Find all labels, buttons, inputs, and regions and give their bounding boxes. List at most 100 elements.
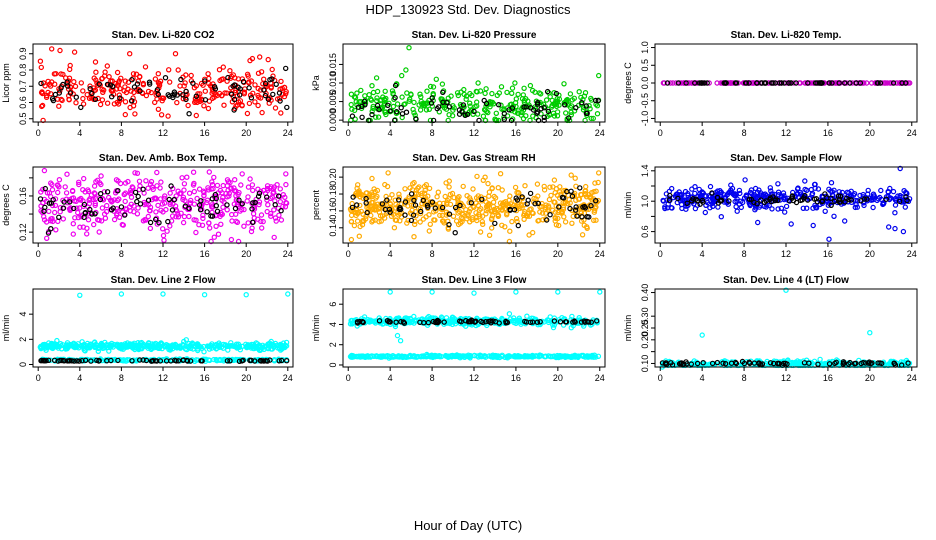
data-point	[256, 201, 262, 208]
data-point	[177, 83, 183, 89]
data-point	[249, 225, 255, 231]
data-point	[155, 202, 161, 209]
data-point	[129, 76, 135, 83]
data-point	[73, 94, 80, 100]
data-point	[523, 113, 529, 119]
data-point	[248, 228, 255, 235]
data-point	[788, 221, 794, 227]
data-point	[147, 204, 154, 210]
data-point	[566, 115, 572, 121]
y-tick-label: 4	[18, 312, 28, 317]
data-point	[525, 98, 531, 104]
data-point	[81, 201, 88, 208]
data-point	[169, 213, 176, 219]
data-point	[99, 205, 106, 211]
data-point	[198, 198, 204, 204]
data-point	[227, 75, 234, 81]
data-point	[221, 102, 227, 108]
data-point	[255, 85, 261, 92]
data-point	[48, 216, 54, 222]
data-point	[587, 106, 593, 112]
data-point	[842, 80, 848, 86]
data-point	[234, 197, 240, 203]
data-point	[120, 222, 127, 228]
data-point	[229, 218, 235, 224]
data-point	[390, 103, 397, 110]
data-point	[77, 224, 83, 230]
data-point	[495, 184, 501, 191]
data-point	[209, 179, 215, 185]
data-point	[53, 227, 59, 233]
data-point	[270, 91, 276, 98]
data-point	[200, 215, 206, 222]
data-point	[232, 211, 239, 217]
data-series	[38, 167, 290, 245]
data-point	[99, 75, 106, 82]
data-point	[170, 92, 176, 98]
y-axis-label: degrees C	[1, 184, 11, 226]
data-point	[279, 91, 286, 97]
data-point	[369, 82, 375, 89]
data-point	[90, 196, 96, 203]
x-tick-label: 0	[658, 128, 663, 138]
data-point	[115, 187, 121, 194]
x-tick-label: 12	[158, 373, 168, 383]
data-point	[143, 92, 150, 99]
data-point	[199, 222, 206, 228]
data-point	[359, 103, 365, 110]
x-tick-label: 8	[119, 373, 124, 383]
data-point	[905, 80, 912, 86]
data-point	[446, 111, 452, 118]
data-point	[67, 205, 74, 211]
data-point	[775, 181, 781, 187]
data-point	[193, 93, 199, 99]
data-point	[56, 90, 63, 96]
data-point	[368, 97, 375, 103]
data-point	[166, 79, 173, 85]
data-point	[276, 193, 282, 199]
x-tick-label: 16	[511, 373, 521, 383]
data-point	[248, 78, 255, 84]
data-point	[214, 182, 221, 189]
data-point	[280, 203, 286, 210]
data-point	[89, 211, 95, 217]
data-point	[92, 202, 98, 209]
data-point	[185, 102, 191, 109]
x-tick-label: 4	[700, 128, 705, 138]
data-point	[805, 80, 811, 86]
data-point	[220, 204, 226, 210]
data-point	[277, 98, 283, 104]
data-point	[59, 97, 65, 104]
data-point	[370, 89, 377, 96]
data-point	[369, 175, 375, 182]
data-point	[90, 221, 97, 228]
data-point	[471, 290, 477, 296]
data-point	[224, 90, 230, 96]
data-point	[102, 215, 109, 221]
data-point	[158, 179, 164, 185]
data-point	[480, 113, 487, 119]
data-point	[154, 87, 161, 93]
data-point	[49, 96, 56, 102]
data-point	[60, 216, 67, 222]
data-series	[38, 65, 290, 117]
data-point	[271, 207, 277, 213]
y-tick-label: 0.015	[328, 53, 338, 76]
data-point	[283, 200, 290, 206]
data-point	[590, 115, 597, 122]
data-point	[122, 78, 129, 84]
data-point	[430, 84, 437, 90]
data-point	[194, 195, 200, 202]
data-point	[692, 183, 698, 190]
data-point	[258, 69, 265, 75]
data-point	[178, 190, 184, 197]
data-point	[394, 101, 401, 107]
data-point	[278, 110, 284, 116]
data-point	[132, 189, 139, 196]
data-point	[424, 88, 430, 94]
data-point	[250, 210, 257, 217]
data-point	[268, 210, 274, 217]
data-point	[134, 198, 140, 205]
data-point	[258, 218, 264, 225]
data-point	[393, 108, 400, 115]
